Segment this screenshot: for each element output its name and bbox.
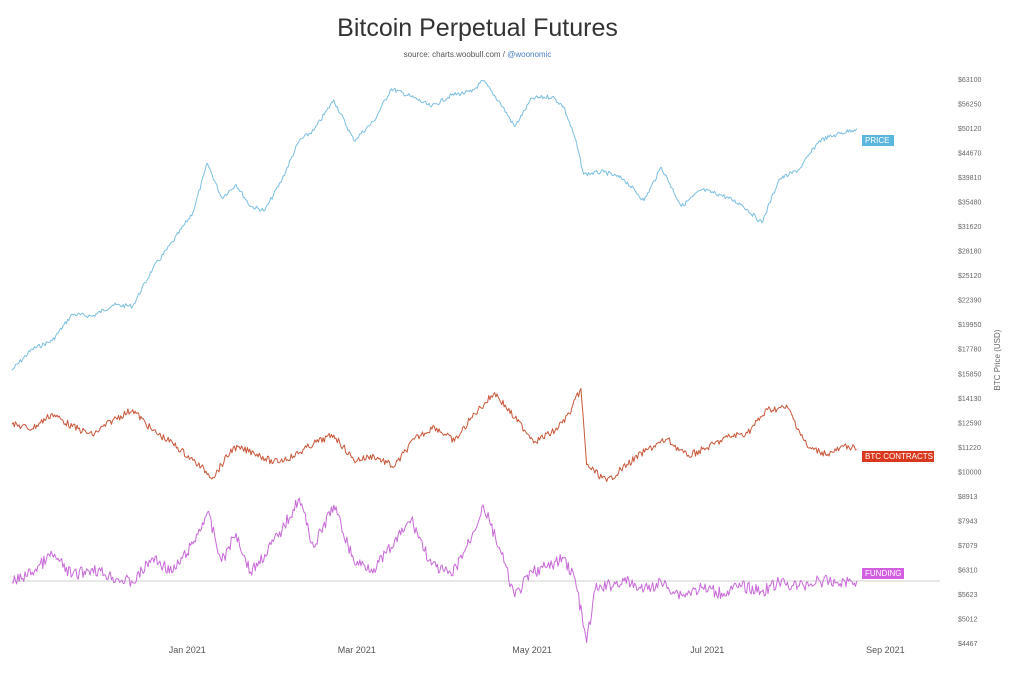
- series-badge: FUNDING: [862, 568, 904, 579]
- y-tick-label: $11220: [958, 445, 981, 452]
- y-tick-label: $56250: [958, 102, 981, 109]
- y-tick-label: $7079: [958, 543, 978, 550]
- x-tick-label: May 2021: [512, 645, 552, 655]
- y-tick-label: $50120: [958, 126, 981, 133]
- series-line: [11, 497, 858, 643]
- source-text: source: charts.woobull.com /: [403, 50, 508, 59]
- chart-source: source: charts.woobull.com / @woonomic: [0, 50, 955, 59]
- series-line: [11, 79, 858, 371]
- y-tick-label: $10000: [958, 469, 981, 476]
- y-tick-label: $7943: [958, 518, 978, 525]
- y-axis-label: BTC Price (USD): [993, 329, 1002, 390]
- x-tick-label: Jan 2021: [169, 645, 206, 655]
- y-tick-label: $6310: [958, 567, 978, 574]
- series-badge: BTC CONTRACTS: [862, 451, 934, 462]
- y-tick-label: $17780: [958, 347, 981, 354]
- y-tick-label: $12590: [958, 420, 981, 427]
- y-tick-label: $28180: [958, 249, 981, 256]
- y-tick-label: $39810: [958, 175, 981, 182]
- y-tick-label: $19950: [958, 322, 981, 329]
- series-badge-bg: [862, 568, 904, 579]
- y-tick-label: $8913: [958, 494, 978, 501]
- x-tick-label: Mar 2021: [338, 645, 376, 655]
- y-tick-label: $63100: [958, 77, 981, 84]
- y-tick-label: $31620: [958, 224, 981, 231]
- series-badge-label: PRICE: [865, 136, 889, 145]
- x-tick-label: Jul 2021: [690, 645, 724, 655]
- y-tick-label: $5012: [958, 616, 978, 623]
- y-tick-label: $15850: [958, 371, 981, 378]
- y-tick-label: $44670: [958, 151, 981, 158]
- y-tick-label: $5623: [958, 592, 978, 599]
- series-badge-bg: [862, 451, 934, 462]
- series-badge-label: FUNDING: [865, 569, 901, 578]
- y-tick-label: $22390: [958, 298, 981, 305]
- chart-title: Bitcoin Perpetual Futures: [337, 14, 618, 42]
- series-badge-bg: [862, 135, 894, 146]
- y-tick-label: $14130: [958, 396, 981, 403]
- series-badge-label: BTC CONTRACTS: [865, 452, 933, 461]
- x-tick-label: Sep 2021: [866, 645, 905, 655]
- y-tick-label: $35480: [958, 200, 981, 207]
- series-badge: PRICE: [862, 135, 894, 146]
- y-tick-label: $4467: [958, 641, 978, 648]
- series-line: [11, 388, 857, 482]
- y-tick-label: $25120: [958, 273, 981, 280]
- source-handle[interactable]: @woonomic: [507, 50, 552, 59]
